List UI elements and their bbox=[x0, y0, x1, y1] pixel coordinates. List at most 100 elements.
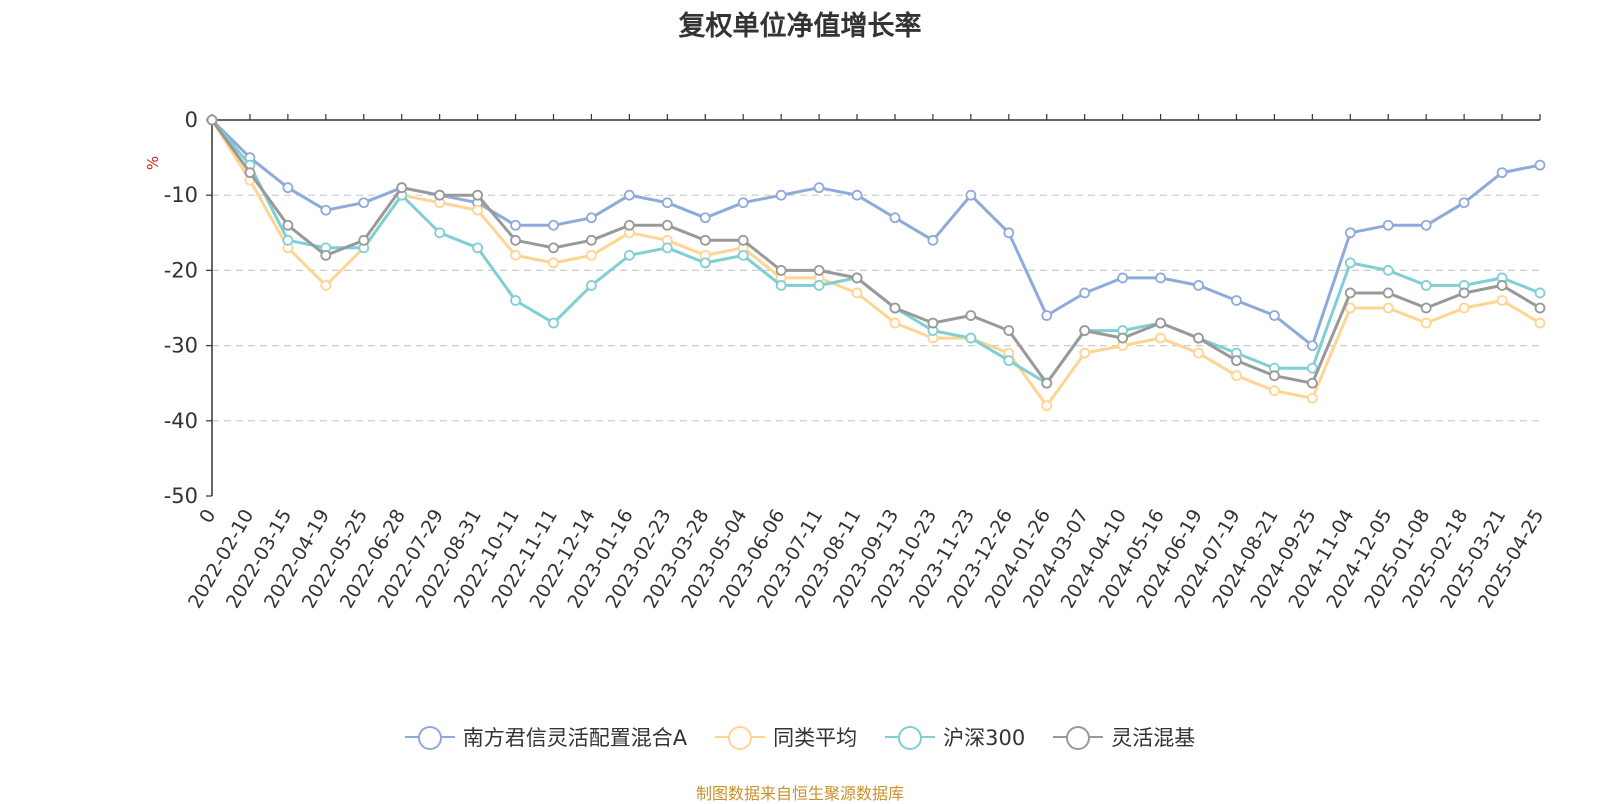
data-point bbox=[358, 234, 370, 246]
data-point bbox=[1269, 310, 1280, 321]
data-point bbox=[1458, 287, 1470, 299]
legend-item-csi300[interactable]: 沪深300 bbox=[885, 722, 1025, 752]
data-point bbox=[1534, 317, 1546, 329]
data-point bbox=[586, 249, 597, 261]
data-point bbox=[1231, 370, 1242, 382]
data-point bbox=[699, 234, 711, 246]
data-point bbox=[1269, 370, 1280, 382]
data-point bbox=[1155, 332, 1166, 344]
data-point bbox=[775, 280, 787, 291]
data-point bbox=[1496, 295, 1508, 306]
data-point bbox=[699, 257, 711, 269]
data-point bbox=[1003, 355, 1015, 367]
data-point bbox=[1534, 287, 1546, 299]
data-point bbox=[927, 317, 939, 329]
data-point bbox=[965, 189, 977, 201]
legend-label: 同类平均 bbox=[773, 726, 858, 750]
data-point bbox=[1079, 347, 1091, 359]
data-point bbox=[358, 197, 370, 209]
data-point bbox=[813, 280, 825, 291]
data-point bbox=[1382, 302, 1394, 314]
data-point bbox=[1534, 302, 1546, 314]
data-point bbox=[1496, 280, 1508, 291]
series-灵活混基 bbox=[206, 114, 1546, 389]
data-point bbox=[851, 272, 863, 284]
data-point bbox=[889, 302, 901, 314]
data-point bbox=[1306, 340, 1318, 352]
data-point bbox=[737, 249, 749, 261]
data-point bbox=[1420, 219, 1432, 231]
data-point bbox=[927, 234, 939, 246]
data-point bbox=[775, 189, 787, 201]
data-point bbox=[623, 189, 635, 201]
y-tick-label: -50 bbox=[164, 484, 198, 508]
data-point bbox=[1306, 377, 1318, 389]
data-point bbox=[472, 189, 484, 201]
data-point bbox=[320, 280, 332, 291]
legend-label: 沪深300 bbox=[943, 726, 1026, 750]
data-point bbox=[510, 219, 521, 231]
data-point bbox=[1420, 280, 1432, 291]
data-point bbox=[548, 317, 559, 329]
legend-item-flexible-mixed[interactable]: 灵活混基 bbox=[1053, 722, 1195, 752]
data-point bbox=[1306, 362, 1318, 374]
legend-label: 灵活混基 bbox=[1111, 726, 1196, 750]
legend-marker-icon bbox=[404, 726, 455, 750]
data-point bbox=[282, 234, 294, 246]
data-point bbox=[1079, 287, 1091, 299]
data-point bbox=[1306, 392, 1318, 404]
data-point bbox=[434, 189, 446, 201]
data-point bbox=[1003, 227, 1015, 239]
legend-item-peer-average[interactable]: 同类平均 bbox=[715, 722, 857, 752]
data-point bbox=[1344, 287, 1356, 299]
data-point bbox=[965, 332, 977, 344]
data-point bbox=[206, 114, 218, 126]
y-tick-label: 0 bbox=[185, 108, 198, 132]
data-point bbox=[737, 197, 749, 209]
data-point bbox=[1231, 355, 1242, 367]
y-tick-label: -20 bbox=[164, 258, 198, 282]
data-point bbox=[965, 310, 977, 321]
data-point bbox=[1534, 159, 1546, 171]
legend-marker-icon bbox=[715, 726, 766, 750]
data-point bbox=[1458, 302, 1470, 314]
data-point bbox=[661, 242, 673, 254]
data-point bbox=[586, 234, 597, 246]
chart-title: 复权单位净值增长率 bbox=[678, 11, 922, 42]
data-point bbox=[1117, 332, 1129, 344]
series-南方君信灵活配置混合A bbox=[206, 114, 1546, 352]
data-point bbox=[548, 257, 559, 269]
data-point bbox=[510, 295, 521, 306]
data-point bbox=[320, 249, 332, 261]
y-tick-label: -10 bbox=[164, 183, 198, 207]
y-axis-unit-label: % bbox=[144, 156, 162, 170]
data-point bbox=[1496, 167, 1508, 179]
data-point bbox=[434, 227, 446, 239]
legend-item-fund[interactable]: 南方君信灵活配置混合A bbox=[404, 722, 688, 752]
data-point bbox=[548, 242, 559, 254]
data-point bbox=[1420, 302, 1432, 314]
data-point bbox=[1003, 325, 1015, 336]
y-tick-label: -40 bbox=[164, 409, 198, 433]
legend-marker-icon bbox=[885, 726, 936, 750]
data-point bbox=[889, 212, 901, 224]
data-point bbox=[282, 182, 294, 194]
chart-legend: 南方君信灵活配置混合A 同类平均 沪深300 灵活混基 bbox=[0, 722, 1600, 752]
legend-marker-icon bbox=[1053, 726, 1104, 750]
data-point bbox=[1117, 272, 1129, 284]
data-point bbox=[1041, 310, 1053, 321]
data-point bbox=[586, 212, 597, 224]
series-line bbox=[210, 119, 1541, 385]
data-point bbox=[548, 219, 559, 231]
data-point bbox=[623, 249, 635, 261]
data-point bbox=[1193, 347, 1204, 359]
data-point bbox=[1382, 264, 1394, 276]
data-point bbox=[1193, 280, 1204, 291]
data-point bbox=[1155, 272, 1166, 284]
data-point bbox=[1382, 219, 1394, 231]
data-point bbox=[1420, 317, 1432, 329]
legend-label: 南方君信灵活配置混合A bbox=[462, 726, 688, 750]
data-point bbox=[282, 219, 294, 231]
data-point bbox=[396, 182, 408, 194]
